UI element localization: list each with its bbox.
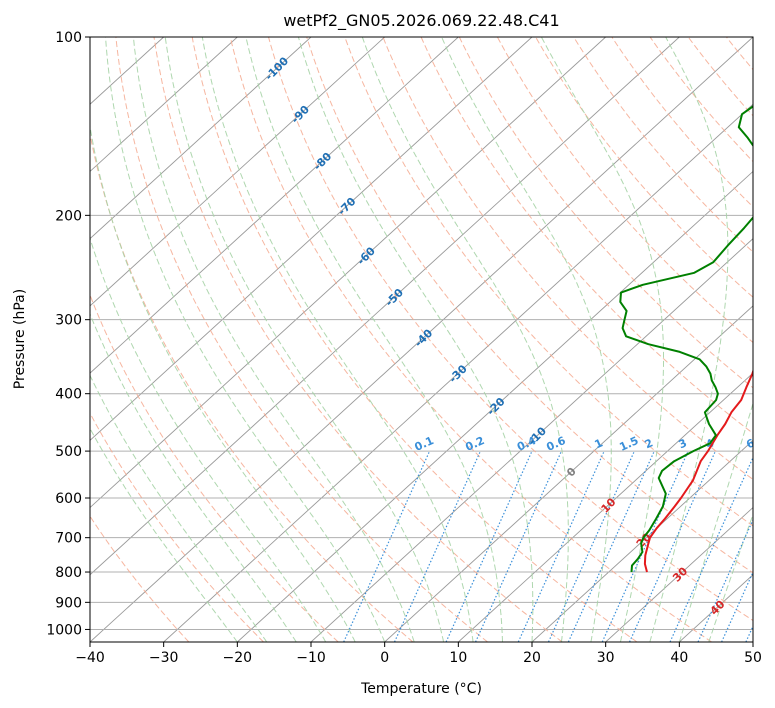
plot-frame (89, 36, 754, 643)
dry-adiabat-line (535, 37, 753, 298)
moist-adiabat-line (90, 312, 297, 642)
moist-adiabat-line (649, 37, 729, 642)
dry-adiabat-line (649, 37, 753, 163)
y-tick-label: 900 (55, 595, 82, 611)
y-tick-label: 400 (55, 387, 82, 403)
dry-adiabat-line (191, 37, 638, 642)
x-tick-label: −40 (75, 650, 105, 666)
dry-adiabat-line (90, 293, 339, 642)
x-tick-label: 40 (670, 650, 688, 666)
sounding-traces (619, 105, 753, 573)
isotherm-line (90, 37, 533, 441)
dry-adiabat-line (153, 37, 563, 642)
dry-adiabat-line (115, 37, 488, 642)
isotherm-line (90, 37, 312, 240)
moist-adiabat-line (105, 37, 386, 642)
y-tick-label: 700 (55, 531, 82, 547)
x-tick-label: 20 (523, 650, 541, 666)
dry-adiabat-line (90, 412, 264, 642)
moist-adiabat-line (90, 123, 356, 642)
dry-adiabat-line (496, 37, 753, 344)
x-tick-label: −30 (149, 650, 179, 666)
axis-ticks: −40 −30 −20 −10 0 10 20 30 40 50 100 200 300 400 500 60… (46, 30, 762, 666)
y-tick-label: 100 (55, 30, 82, 46)
moist-adiabat-line (297, 37, 534, 642)
moist-adiabat-line (164, 37, 445, 642)
isotherm-line (90, 37, 680, 576)
x-tick-label: 10 (449, 650, 467, 666)
isotherm-line (605, 506, 753, 642)
moist-adiabat-line (90, 374, 268, 642)
temperature-profile-line (643, 368, 753, 573)
moist-adiabat-line (132, 37, 415, 642)
dry-adiabat-line (573, 37, 753, 253)
moist-adiabat-line (201, 37, 474, 642)
isotherm-line (384, 305, 753, 642)
dry-adiabat-line (90, 515, 190, 642)
isotherm-line (90, 37, 753, 642)
isotherm-line (90, 37, 385, 307)
isotherm-line (90, 37, 459, 374)
x-axis-label: Temperature (°C) (360, 681, 482, 697)
chart-title: wetPf2_GN05.2026.069.22.48.C41 (283, 11, 559, 31)
background-lines (90, 37, 753, 642)
x-tick-label: 0 (380, 650, 389, 666)
y-tick-label: 600 (55, 491, 82, 507)
y-tick-label: 800 (55, 565, 82, 581)
y-axis-label: Pressure (hPa) (12, 289, 28, 389)
y-tick-label: 500 (55, 444, 82, 460)
dry-adiabat-line (306, 37, 753, 574)
dry-adiabat-line (611, 37, 753, 208)
mixing-ratio-label: 6 (744, 436, 757, 451)
x-tick-label: −20 (223, 650, 253, 666)
moist-adiabat-line (90, 427, 238, 642)
moist-adiabat-line (361, 37, 569, 642)
x-tick-label: −10 (296, 650, 326, 666)
x-tick-label: 50 (744, 650, 762, 666)
dry-adiabat-line (229, 37, 712, 642)
isotherm-line (90, 37, 238, 173)
isotherm-line (458, 372, 753, 642)
y-tick-label: 300 (55, 313, 82, 329)
isotherm-line (310, 238, 753, 642)
x-tick-label: 30 (597, 650, 615, 666)
dry-adiabat-line (382, 37, 753, 481)
dewpoint-profile-line (619, 105, 753, 573)
moist-adiabat-line (441, 37, 612, 642)
moist-adiabat-line (90, 236, 327, 642)
isotherm-line (237, 170, 753, 642)
y-tick-label: 1000 (46, 622, 82, 638)
y-tick-label: 200 (55, 208, 82, 224)
isotherm-line (90, 37, 606, 509)
isotherm-line (163, 103, 753, 642)
dry-adiabat-line (90, 131, 414, 642)
moist-adiabat-line (245, 37, 503, 642)
moist-adiabat-line (678, 401, 753, 642)
